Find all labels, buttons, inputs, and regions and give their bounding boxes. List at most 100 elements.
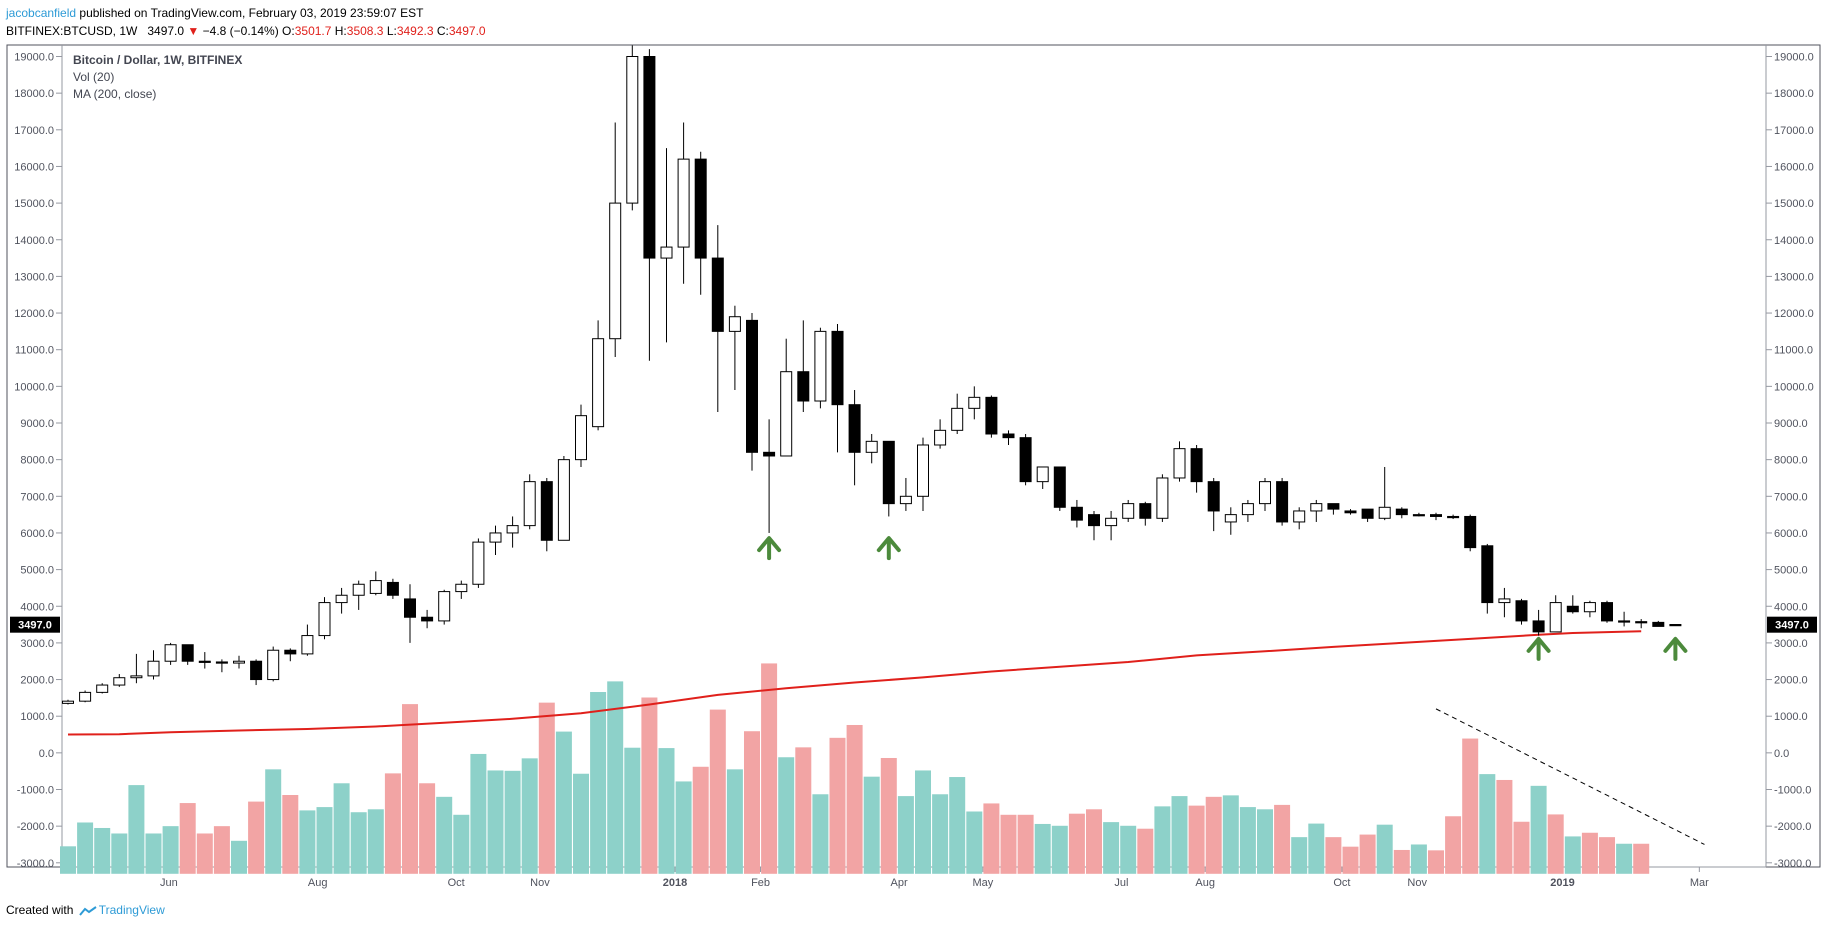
candlestick-chart[interactable]: 19000.0 18000.0 17000.0 16000.0 15000.0 14000…: [0, 0, 1828, 900]
candle-body: [814, 330, 827, 402]
volume-bar: [196, 833, 213, 874]
candle-body: [1276, 481, 1289, 523]
candle: [575, 404, 587, 467]
y-tick-label-right: 6000.0: [1774, 528, 1808, 540]
candle: [421, 609, 434, 629]
candle-body: [575, 415, 587, 461]
candle: [1036, 466, 1049, 489]
candle: [728, 305, 741, 391]
volume-bar: [94, 827, 111, 874]
volume-bar: [179, 803, 196, 874]
candle-body: [421, 616, 434, 622]
candle-body: [643, 56, 656, 259]
y-tick-label-left: 10000.0: [14, 381, 54, 393]
volume-bar: [333, 783, 350, 874]
volume-bar: [521, 758, 538, 874]
volume-bar: [1496, 779, 1513, 874]
candle: [96, 683, 109, 694]
candle-body: [1173, 448, 1186, 479]
candle: [1361, 508, 1374, 522]
candle-body: [1549, 602, 1562, 633]
candle-body: [660, 246, 673, 259]
candle: [1652, 620, 1665, 627]
candle: [1464, 514, 1477, 552]
candle-body: [472, 541, 485, 585]
candle: [301, 624, 314, 656]
candle-body: [711, 257, 724, 332]
y-axis-left: 19000.0 18000.0 17000.0 16000.0 15000.0 14000…: [14, 52, 62, 870]
y-tick-label-left: 18000.0: [14, 88, 54, 100]
volume-bar: [761, 663, 778, 874]
symbol-label: BITFINEX:BTCUSD, 1W: [6, 24, 138, 38]
candle-body: [1395, 508, 1408, 516]
volume-bar: [282, 794, 299, 874]
volume-bar: [1103, 822, 1120, 874]
volume-bar: [658, 748, 675, 874]
volume-bar: [1410, 844, 1427, 874]
candle-body: [318, 602, 331, 637]
candle-body: [301, 635, 314, 655]
y-tick-label-right: 3000.0: [1774, 638, 1808, 650]
candle: [1019, 433, 1032, 486]
tradingview-link[interactable]: TradingView: [98, 903, 165, 917]
volume-bar: [624, 747, 641, 874]
candle: [1053, 466, 1066, 511]
candle-body: [1156, 477, 1169, 519]
candle: [694, 151, 707, 295]
volume-bar: [1342, 846, 1359, 874]
x-tick-label: Jun: [160, 877, 178, 889]
volume-bar: [504, 770, 521, 874]
y-tick-label-right: -2000.0: [1774, 821, 1811, 833]
volume-bar: [299, 810, 316, 874]
volume-bar: [248, 801, 265, 874]
volume-bar: [538, 702, 555, 874]
candle: [1430, 512, 1442, 521]
y-tick-label-left: 6000.0: [20, 528, 54, 540]
volume-bar: [487, 770, 504, 874]
candle-body: [882, 440, 895, 505]
candle-body: [1532, 620, 1545, 633]
candle-body: [1344, 510, 1357, 514]
volume-bar: [1564, 836, 1581, 874]
y-tick-label-left: 0.0: [39, 748, 54, 760]
y-axis-right: 19000.0 18000.0 17000.0 16000.0 15000.0 14000…: [1766, 52, 1814, 870]
candle: [985, 395, 998, 438]
y-tick-label-right: 19000.0: [1774, 52, 1814, 64]
y-tick-label-right: 18000.0: [1774, 88, 1814, 100]
volume-bar: [145, 833, 162, 874]
candle: [1635, 619, 1648, 629]
low-value: 3492.3: [396, 24, 434, 38]
candle: [335, 587, 348, 614]
volume-bar: [316, 807, 333, 874]
y-tick-label-left: 17000.0: [14, 125, 54, 137]
volume-bar: [846, 724, 863, 874]
last-price: 3497.0: [147, 24, 185, 38]
y-tick-label-left: 19000.0: [14, 52, 54, 64]
volume-bar: [1086, 809, 1102, 874]
candle: [1276, 477, 1289, 526]
candle: [968, 386, 981, 420]
candle-body: [1224, 514, 1237, 523]
volume-bar: [60, 846, 76, 874]
candle: [1190, 444, 1203, 493]
y-tick-label-left: 9000.0: [20, 418, 54, 430]
candle: [404, 584, 416, 643]
author-link[interactable]: jacobcanfield: [6, 6, 77, 20]
candle: [1122, 499, 1135, 522]
candle: [677, 122, 690, 284]
candle-body: [557, 459, 570, 541]
volume-bar: [709, 709, 726, 874]
y-tick-label-right: 11000.0: [1774, 345, 1813, 357]
candle: [711, 225, 724, 413]
volume-bar: [1530, 785, 1547, 874]
volume-bar: [641, 697, 658, 874]
candle: [1395, 507, 1408, 519]
volume-bar: [829, 737, 846, 874]
y-tick-label-left: 4000.0: [20, 601, 54, 613]
candle: [1207, 477, 1220, 532]
candle-body: [609, 202, 622, 340]
candle-body: [763, 451, 776, 457]
volume-bar: [573, 773, 589, 874]
candle: [882, 440, 895, 517]
up-arrow-icon: [876, 536, 901, 553]
